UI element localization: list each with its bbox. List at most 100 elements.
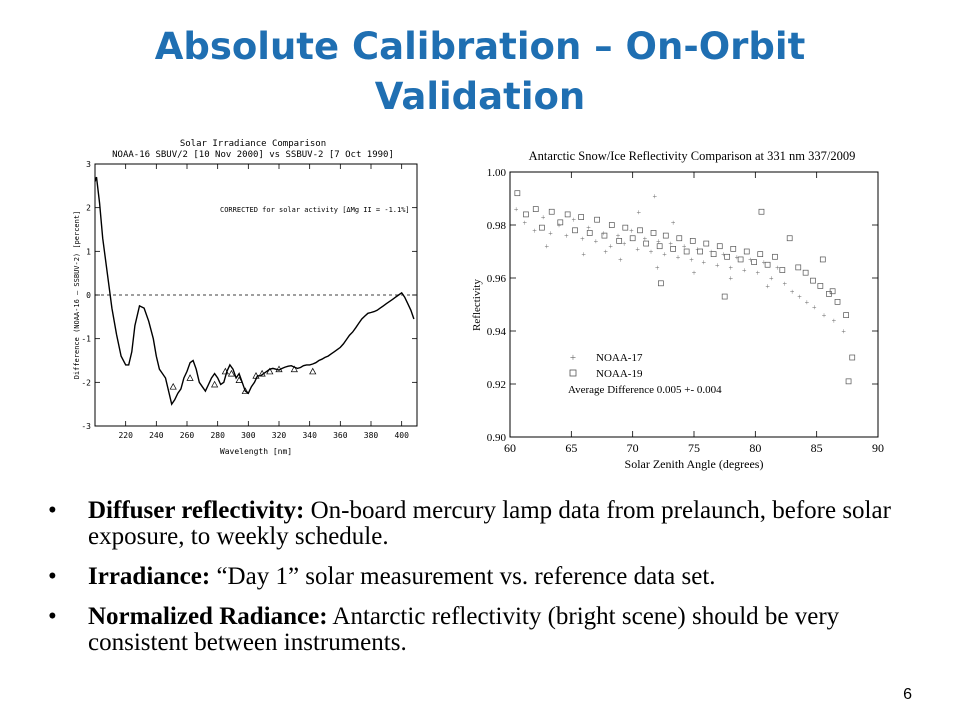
solar-irradiance-chart: Solar Irradiance Comparison NOAA-16 SBUV… [73,139,418,456]
square-point [643,240,650,247]
y-tick-label: 3 [86,160,91,169]
bullet-heading: Diffuser reflectivity: [88,497,305,524]
plus-point: + [790,287,795,296]
plus-point: + [775,263,780,272]
square-point [616,238,623,244]
x-tick-label: 340 [302,431,317,440]
y-tick-label: 0.90 [487,432,507,444]
square-point [622,224,629,231]
plus-point: + [765,282,770,291]
bullet-text: On-board mercury lamp data from prelaunc… [88,497,891,550]
square-point [629,235,636,242]
plus-point: + [635,245,640,254]
square-point [779,267,786,273]
plot-area: 60 65 70 75 80 85 901.000.980.960.940.920.90++… [487,167,884,455]
plus-point: + [783,279,788,288]
x-tick-label: 320 [272,431,287,440]
square-point [845,378,852,385]
square-point [572,227,578,234]
square-point [757,251,764,258]
square-point [764,261,771,268]
square-point [819,256,826,263]
reflectivity-chart: Antarctic Snow/Ice Reflectivity Comparis… [471,149,884,471]
y-tick-label: 0.92 [487,379,506,391]
square-point [795,264,802,271]
plus-point: + [742,266,747,275]
square-point [721,293,728,300]
page-number: 6 [903,686,912,703]
y-tick-label: -3 [81,422,91,431]
square-point [608,222,615,228]
y-tick-label: -2 [81,378,91,387]
square-point [810,277,816,284]
plus-point: + [822,311,827,320]
square-point [772,253,778,260]
plus-point: + [545,242,550,251]
plus-point: + [756,269,761,278]
plus-point: + [594,237,599,246]
square-point [743,248,750,255]
triangle-marker [186,374,194,381]
plus-point: + [702,258,707,267]
y-axis-label: Difference (NOAA-16 – SSBUV-2) [percent] [73,211,81,380]
slide-title-line2: Validation [374,75,586,118]
x-tick-label: 90 [872,441,884,455]
chart-annotation: Average Difference 0.005 +- 0.004 [568,384,722,396]
triangle-marker [241,387,249,394]
x-tick-label: 220 [118,431,133,440]
square-point [594,216,600,223]
square-point [786,235,793,242]
x-tick-label: 280 [210,431,225,440]
triangle-marker [169,382,177,390]
chart-title: Antarctic Snow/Ice Reflectivity Comparis… [529,149,856,163]
square-point [849,354,856,361]
plus-point: + [812,303,817,312]
y-tick-label: 0.98 [487,220,507,232]
square-point [676,235,683,242]
x-tick-label: 85 [811,441,823,455]
plus-point: + [649,248,654,257]
bullet-text: Antarctic reflectivity (bright scene) sh… [88,603,840,656]
plus-point: + [721,250,726,259]
plus-point: + [655,263,660,272]
square-point [670,245,676,252]
bullet-list: • Diffuser reflectivity: On-board mercur… [48,498,928,670]
plus-point: + [532,226,537,235]
y-tick-label: 0.96 [487,273,507,285]
x-axis-label: Wavelength [nm] [220,447,292,456]
plus-point: + [841,327,846,336]
x-tick-label: 60 [504,441,516,455]
y-tick-label: 0.94 [487,326,507,338]
plus-point: + [805,298,810,307]
square-point [697,248,703,255]
square-point [710,251,717,258]
square-point [564,211,571,218]
x-tick-label: 300 [241,431,256,440]
x-tick-label: 70 [627,441,639,455]
x-tick-label: 80 [749,441,761,455]
chart-annotation: CORRECTED for solar activity [ΔMg II = -… [220,206,410,214]
square-point [586,230,593,236]
plus-point: + [735,253,740,262]
legend-marker-square [569,369,577,377]
triangle-marker [258,369,266,377]
square-point [843,312,849,318]
bullet-text: “Day 1” solar measurement vs. reference … [210,563,716,590]
triangle-marker [221,367,229,375]
square-point [716,243,723,250]
square-point [689,238,696,244]
square-point [802,269,809,276]
x-tick-label: 380 [364,431,379,440]
plus-point: + [729,263,734,272]
plus-point: + [797,293,802,302]
square-point [601,232,608,239]
plus-point: + [603,248,608,257]
plus-point: + [541,213,546,222]
x-tick-label: 65 [565,441,577,455]
bullet-dot: • [48,497,57,524]
legend-label-noaa19: NOAA-19 [596,368,643,380]
square-point [817,283,824,289]
plus-point: + [608,242,613,251]
plus-point: + [662,250,667,259]
plus-point: + [729,274,734,283]
